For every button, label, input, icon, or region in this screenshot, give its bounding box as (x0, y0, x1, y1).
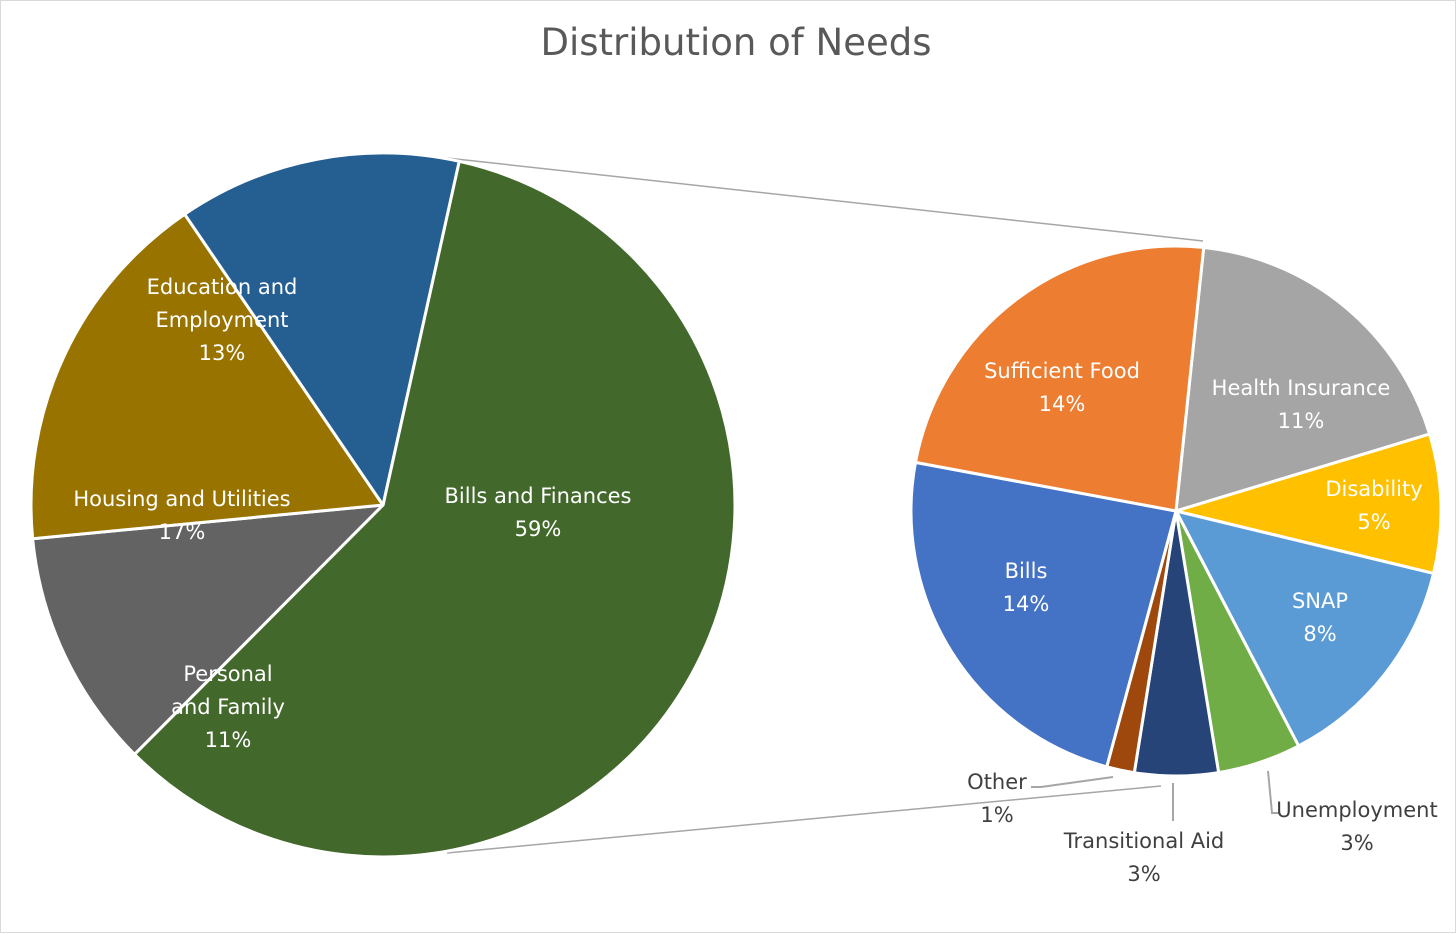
leader-line-other (1031, 776, 1114, 788)
primary-label-education-and-employment: Education and Employment 13% (147, 275, 298, 365)
secondary-label-bills: Bills 14% (1003, 559, 1050, 616)
secondary-slice-snap (1174, 509, 1436, 748)
primary-label-housing-and-utilities: Housing and Utilities 17% (73, 487, 290, 544)
secondary-label-unemployment: Unemployment 3% (1276, 798, 1437, 855)
primary-pie (29, 151, 737, 859)
leader-line-unemployment (1267, 770, 1279, 814)
primary-slice-housing-and-utilities (29, 212, 385, 541)
secondary-label-transitional-aid: Transitional Aid 3% (1063, 829, 1224, 886)
primary-slice-bills-and-finances (133, 159, 737, 859)
chart-title: Distribution of Needs (540, 21, 932, 64)
connector-lines (446, 157, 1204, 854)
primary-slice-personal-and-family (31, 503, 385, 756)
secondary-label-snap: SNAP 8% (1292, 589, 1348, 646)
connector-line-top (446, 157, 1204, 242)
primary-slice-education-and-employment (183, 151, 461, 507)
secondary-pie (909, 244, 1443, 778)
secondary-slice-health-insurance (1174, 245, 1432, 513)
secondary-slice-sufficient-food (914, 244, 1206, 513)
secondary-slice-bills (909, 460, 1178, 769)
secondary-label-disability: Disability 5% (1325, 477, 1422, 534)
secondary-label-other: Other 1% (967, 770, 1027, 827)
secondary-label-health-insurance: Health Insurance 11% (1212, 376, 1391, 433)
connector-line-bottom (446, 785, 1162, 854)
primary-label-personal-and-family: Personal and Family 11% (171, 662, 285, 752)
data-labels: Bills and Finances 59% Personal and Family 1… (73, 275, 1437, 886)
primary-label-bills-and-finances: Bills and Finances 59% (445, 484, 632, 541)
secondary-label-sufficient-food: Sufficient Food 14% (984, 359, 1140, 416)
secondary-slice-disability (1174, 432, 1443, 575)
